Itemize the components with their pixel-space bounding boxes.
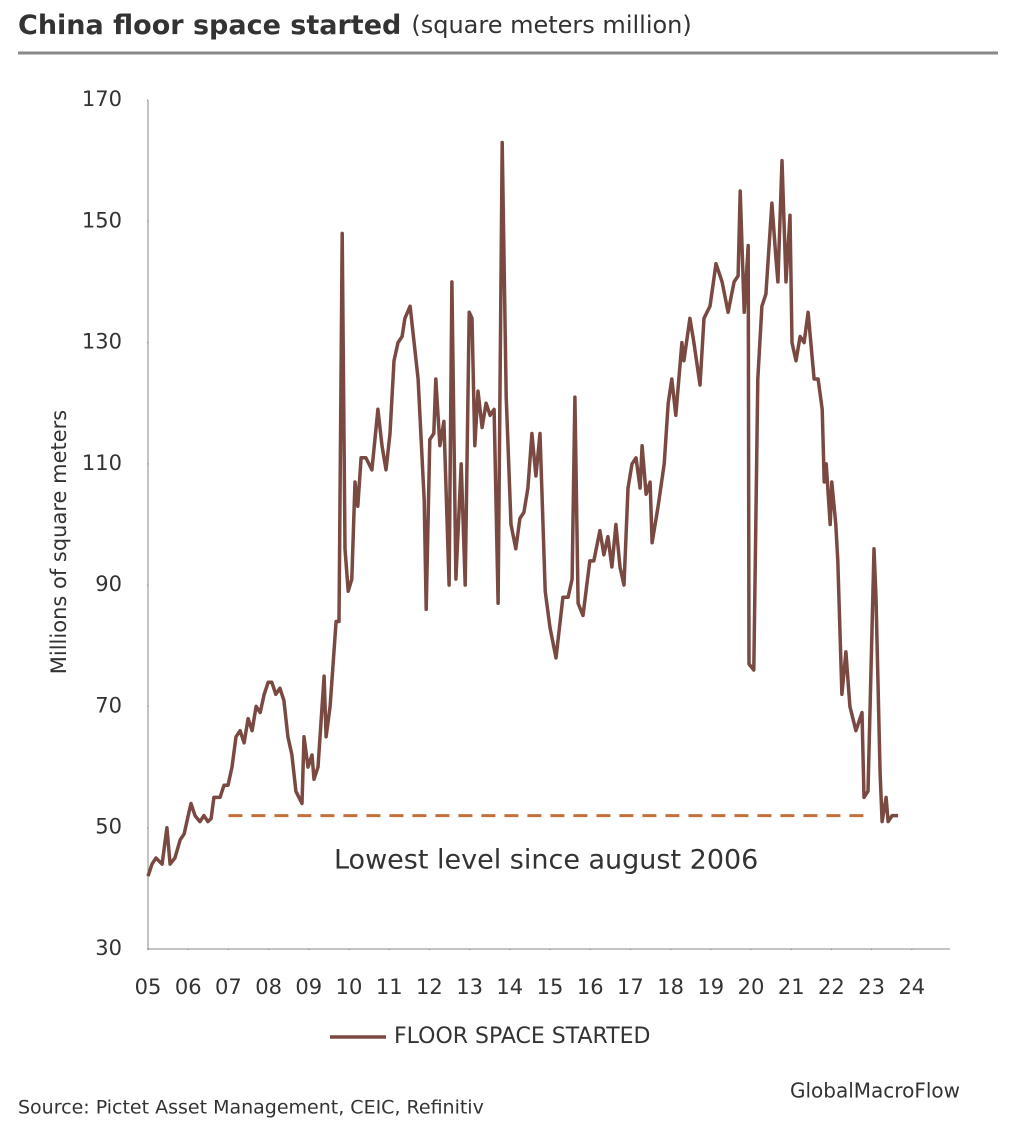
chart-title: China floor space started (square meters … (18, 10, 692, 41)
x-tick-label: 11 (376, 975, 403, 999)
x-tick-label: 19 (697, 975, 724, 999)
x-tick-label: 06 (175, 975, 202, 999)
y-tick-label: 30 (95, 936, 122, 960)
source: Source: Pictet Asset Management, CEIC, R… (18, 1097, 484, 1119)
x-tick-label: 22 (818, 975, 845, 999)
x-tick-label: 12 (416, 975, 443, 999)
x-tick-label: 15 (537, 975, 564, 999)
x-tick-label: 10 (336, 975, 363, 999)
series-line (146, 140, 899, 877)
reference-label: Lowest level since august 2006 (334, 845, 758, 876)
x-tick-label: 23 (858, 975, 885, 999)
y-tick-label: 110 (82, 451, 122, 475)
x-tick-label: 24 (898, 975, 925, 999)
x-tick-label: 18 (657, 975, 684, 999)
x-tick-label: 05 (135, 975, 162, 999)
y-tick-label: 170 (82, 87, 122, 111)
x-tick-label: 20 (738, 975, 765, 999)
y-tick-label: 70 (95, 693, 122, 717)
x-tick-label: 07 (215, 975, 242, 999)
y-tick-label: 90 (95, 572, 122, 596)
x-tick-label: 08 (255, 975, 282, 999)
subtitle: (square meters million) (411, 11, 691, 39)
x-tick-label: 09 (295, 975, 322, 999)
y-tick-label: 130 (82, 330, 122, 354)
x-tick-label: 17 (617, 975, 644, 999)
x-tick-label: 16 (577, 975, 604, 999)
y-tick-label: 150 (82, 208, 122, 232)
y-axis-label: Millions of square meters (47, 410, 71, 674)
legend-label: FLOOR SPACE STARTED (394, 1024, 651, 1049)
title: China floor space started (18, 10, 401, 41)
x-tick-label: 21 (778, 975, 805, 999)
y-tick-label: 50 (95, 815, 122, 839)
x-tick-label: 14 (496, 975, 523, 999)
x-tick-label: 13 (456, 975, 483, 999)
watermark: GlobalMacroFlow (790, 1079, 960, 1103)
